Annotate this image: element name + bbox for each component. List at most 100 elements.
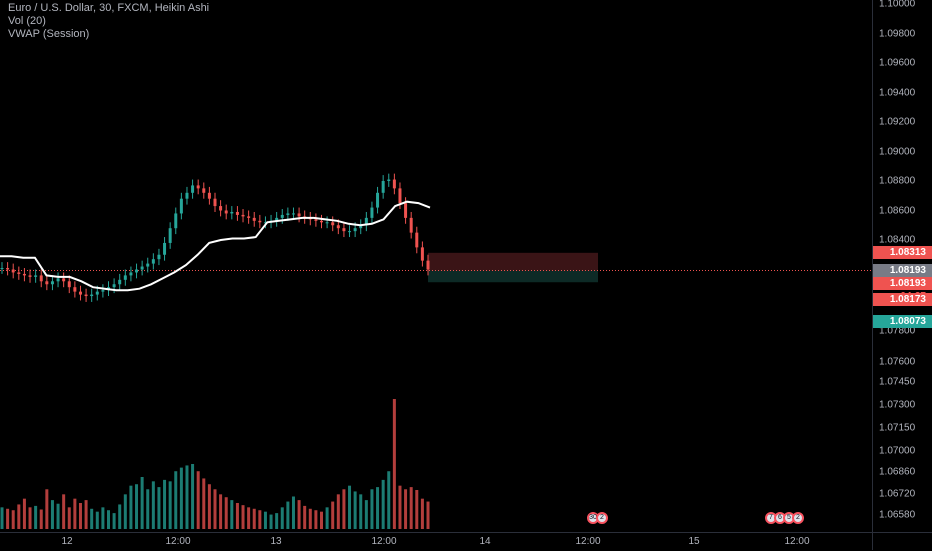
volume-bar xyxy=(258,510,262,529)
volume-bar xyxy=(398,485,402,529)
volume-bar xyxy=(320,511,323,529)
candle-body xyxy=(179,198,183,214)
volume-bar xyxy=(163,479,167,529)
candle-body xyxy=(336,225,340,229)
candle-body xyxy=(252,217,256,221)
volume-bar xyxy=(303,505,307,529)
price-tick-label: 1.07150 xyxy=(879,422,916,434)
economic-event-icon[interactable]: 2 xyxy=(792,512,804,524)
volume-bar xyxy=(314,510,318,529)
candle-body xyxy=(353,228,357,232)
candle-body xyxy=(247,216,251,218)
volume-bar xyxy=(78,503,82,529)
reward-zone xyxy=(428,270,598,283)
volume-bar xyxy=(101,507,105,529)
volume-bar xyxy=(196,471,200,529)
volume-bar xyxy=(308,508,312,529)
volume-bar xyxy=(235,503,239,529)
price-tick-label: 1.07800 xyxy=(879,325,916,337)
candle-body xyxy=(95,291,99,295)
volume-bar xyxy=(387,471,391,529)
volume-bar xyxy=(286,501,290,529)
volume-bar xyxy=(404,489,408,529)
symbol-title[interactable]: Euro / U.S. Dollar, 30, FXCM, Heikin Ash… xyxy=(8,2,210,14)
candle-body xyxy=(196,185,200,189)
volume-bar xyxy=(34,505,38,529)
short-target-tag: 1.08313 xyxy=(873,246,932,260)
candle-body xyxy=(140,266,144,270)
volume-bar xyxy=(241,505,245,529)
volume-bar xyxy=(157,487,161,529)
candle-body xyxy=(185,192,189,199)
price-tick-label: 1.09200 xyxy=(879,116,916,128)
price-tick-label: 1.08800 xyxy=(879,175,916,187)
candle-body xyxy=(224,210,228,214)
candle-body xyxy=(163,242,167,255)
time-scale[interactable]: 12 12:00 13 12:00 14 12:00 15 12:00 xyxy=(0,532,872,551)
candle-body xyxy=(241,214,245,217)
scale-corner xyxy=(872,532,932,550)
volume-bar xyxy=(185,465,189,529)
candle-body xyxy=(263,222,267,224)
stop-price-tag: 1.08173 xyxy=(873,292,932,306)
volume-bar xyxy=(342,489,346,529)
volume-bar xyxy=(263,511,267,529)
candle-body xyxy=(258,220,262,223)
candle-body xyxy=(297,213,301,217)
volume-bar xyxy=(168,481,172,529)
candle-body xyxy=(370,207,374,218)
candle-body xyxy=(404,203,408,218)
candle-body xyxy=(291,213,295,215)
candle-body xyxy=(420,247,424,261)
volume-bar xyxy=(140,477,144,529)
candle-body xyxy=(50,281,54,285)
time-tick-label: 14 xyxy=(479,536,491,547)
price-tick-label: 1.09000 xyxy=(879,146,916,157)
candle-body xyxy=(101,290,105,292)
volume-bar xyxy=(297,500,301,529)
volume-bar xyxy=(95,511,99,529)
price-chart[interactable] xyxy=(0,0,872,532)
candle-body xyxy=(22,273,26,276)
candle-body xyxy=(286,213,290,215)
price-scale[interactable]: 1.10000 1.09800 1.09600 1.09400 1.09200 1.090… xyxy=(872,0,932,532)
candle-body xyxy=(56,278,60,282)
candle-body xyxy=(73,287,77,292)
last-price-tag: 1.08193 xyxy=(873,264,932,278)
candle-body xyxy=(320,220,323,223)
candle-body xyxy=(84,294,88,297)
candle-body xyxy=(62,278,66,282)
candle-body xyxy=(90,294,94,297)
volume-bar xyxy=(336,494,340,529)
volume-bar xyxy=(202,478,206,529)
candle-body xyxy=(280,214,284,218)
candle-body xyxy=(123,275,127,280)
price-tick-label: 1.07000 xyxy=(879,445,916,457)
candle-body xyxy=(409,217,413,233)
candle-body xyxy=(387,179,391,181)
risk-zone xyxy=(428,252,598,271)
candle-body xyxy=(219,206,223,211)
volume-bar xyxy=(325,507,329,529)
economic-event-icon[interactable]: 2 xyxy=(596,512,608,524)
price-tick-label: 1.07300 xyxy=(879,399,916,411)
volume-bar xyxy=(280,507,284,529)
candle-body xyxy=(157,254,161,260)
volume-bar xyxy=(28,507,32,529)
economic-events-group-1[interactable]: 30 2 xyxy=(587,512,608,524)
volume-bar xyxy=(90,508,94,529)
volume-bar xyxy=(370,489,374,529)
candle-body xyxy=(28,275,32,277)
vwap-indicator-label[interactable]: VWAP (Session) xyxy=(8,28,90,40)
time-tick-label: 12:00 xyxy=(784,536,810,547)
candle-body xyxy=(325,222,329,224)
candle-body xyxy=(342,228,346,232)
volume-bar xyxy=(146,489,150,529)
volume-indicator-label[interactable]: Vol (20) xyxy=(8,15,46,27)
candle-body xyxy=(331,222,335,226)
volume-bar xyxy=(118,504,122,529)
volume-bar xyxy=(56,503,60,529)
candle-body xyxy=(151,259,155,264)
